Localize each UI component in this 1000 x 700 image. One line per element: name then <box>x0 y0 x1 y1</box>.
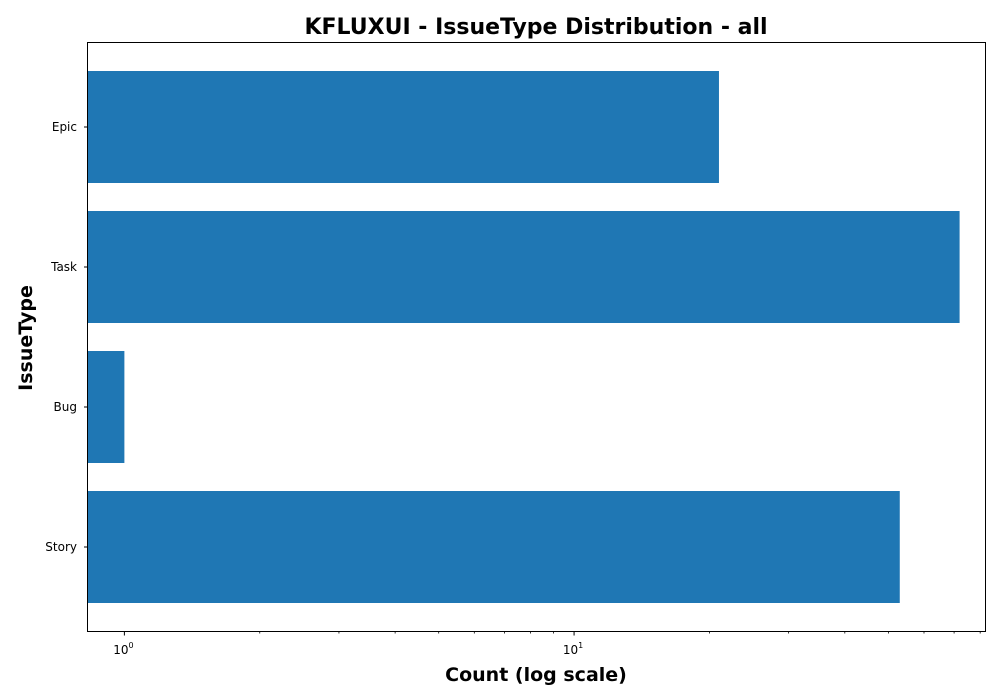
bar-bug <box>88 351 125 463</box>
bars-group <box>88 71 960 603</box>
bar-task <box>88 211 960 323</box>
y-axis-ticks: Epic Task Bug Story <box>45 120 88 554</box>
bar-story <box>88 491 900 603</box>
plot-frame <box>87 42 986 632</box>
bar-epic <box>88 71 719 183</box>
y-tick-label-bug: Bug <box>54 400 77 414</box>
y-axis-label: IssueType <box>15 285 37 391</box>
chart-title: KFLUXUI - IssueType Distribution - all <box>304 15 767 40</box>
y-tick-label-epic: Epic <box>52 120 77 134</box>
x-axis-label: Count (log scale) <box>445 664 627 686</box>
x-tick-label: 101 <box>563 641 583 657</box>
y-tick-label-task: Task <box>50 260 77 274</box>
y-tick-label-story: Story <box>45 540 77 554</box>
x-tick-label: 100 <box>113 641 133 657</box>
x-axis-ticks: 100 101 <box>113 631 981 657</box>
